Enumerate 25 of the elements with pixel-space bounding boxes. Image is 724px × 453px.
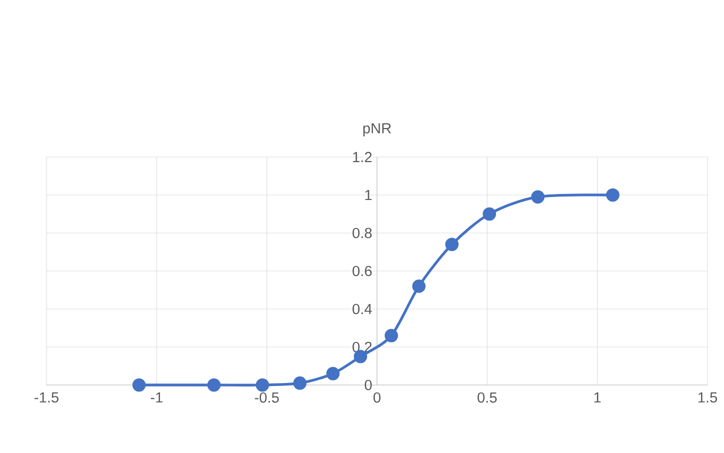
point — [606, 188, 620, 202]
point — [384, 328, 398, 342]
point — [531, 190, 545, 204]
x-tick-label: -0.5 — [254, 392, 279, 403]
y-tick-label: 1 — [365, 190, 372, 200]
y-tick-label: 0.4 — [352, 304, 372, 314]
point — [132, 378, 146, 392]
x-tick-label: -1.5 — [34, 392, 58, 403]
chart-title: pNR — [363, 123, 391, 136]
point — [482, 207, 496, 221]
x-tick-label: 0.5 — [478, 392, 497, 403]
point — [412, 280, 426, 293]
y-tick-label: 0.8 — [352, 228, 372, 238]
point — [326, 366, 340, 380]
point — [445, 238, 459, 252]
x-tick-label: -1 — [150, 392, 162, 402]
point — [207, 378, 221, 392]
x-tick-label: 1 — [594, 392, 601, 402]
y-tick-label: 0.6 — [352, 266, 372, 276]
point — [293, 376, 307, 390]
point — [256, 378, 270, 392]
y-tick-label: 0 — [364, 380, 372, 390]
x-tick-label: 0 — [374, 392, 380, 403]
y-tick-label: 1.2 — [353, 152, 372, 162]
x-tick-label: 1.5 — [698, 392, 718, 403]
